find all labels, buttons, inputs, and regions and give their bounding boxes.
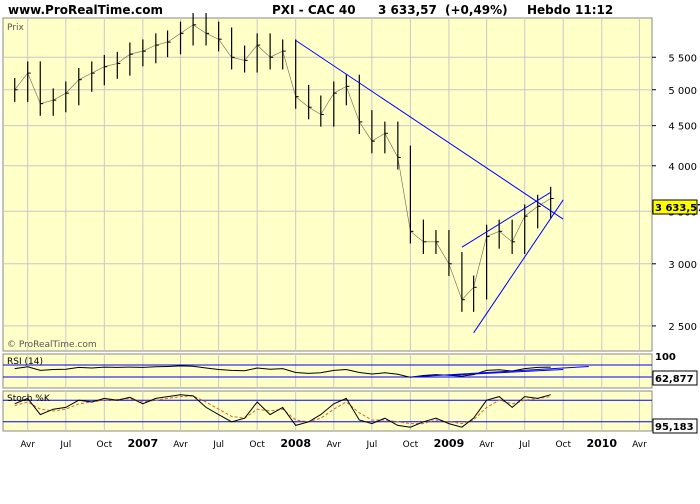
price-trendline [473,199,564,334]
watermark: © ProRealTime.com [7,340,97,350]
rsi-panel-label: RSI (14) [7,357,43,367]
y-tick-label: 4 500 [668,122,697,133]
price-line [14,24,551,301]
x-tick-label: Avr [326,440,341,450]
instrument-label: PXI - CAC 40 [272,3,356,17]
stoch-d-line [14,395,551,425]
rsi-last-box [652,370,698,386]
x-tick-label: Jul [518,440,530,450]
data-layer [14,13,589,428]
x-tick-label: Jul [59,440,71,450]
header-time: 11:12 [575,3,613,17]
x-tick-label: Jul [365,440,377,450]
y-tick-label: 5 500 [668,53,697,64]
x-tick-label: Avr [632,440,647,450]
price-trendline [461,191,551,248]
x-tick-label: 2007 [128,437,159,450]
x-tick-label: Oct [555,440,571,450]
x-tick-label: Avr [173,440,188,450]
stoch-panel [2,390,653,432]
y-tick-label: 4 000 [668,162,697,173]
y-tick-label: 2 500 [668,322,697,333]
site-label[interactable]: www.ProRealTime.com [8,3,163,17]
x-tick-label: Oct [97,440,113,450]
rsi-line [14,365,551,378]
header-change: (+0,49%) [445,3,508,17]
x-tick-label: 2008 [280,437,311,450]
x-tick-label: Jul [212,440,224,450]
stoch-k-line [14,394,551,428]
rsi-panel [2,353,653,389]
rsi-tick-100: 100 [655,352,676,363]
stoch-last-value: 95,183 [655,422,694,433]
y-tick-label: 3 000 [668,260,697,271]
price-last-value: 3 633,57 [655,203,700,214]
header-last-value: 3 633,57 [378,3,437,17]
price-panel-label: Prix [7,23,24,33]
x-tick-label: 2010 [586,437,617,450]
x-tick-label: Avr [20,440,35,450]
y-tick-label: 5 000 [668,86,697,97]
price-trendline [295,39,564,220]
stoch-panel-label: Stoch %K [7,394,51,404]
rsi-trendline [448,369,564,376]
header-period: Hebdo [527,3,571,17]
price-panel [2,17,653,352]
rsi-last-value: 62,877 [655,374,694,385]
x-tick-label: Oct [249,440,265,450]
x-tick-label: 2009 [434,437,465,450]
rsi-trendline [410,366,589,378]
stoch-last-box [652,418,698,434]
x-tick-label: Avr [479,440,494,450]
price-last-box [652,199,698,215]
x-tick-label: Oct [403,440,419,450]
